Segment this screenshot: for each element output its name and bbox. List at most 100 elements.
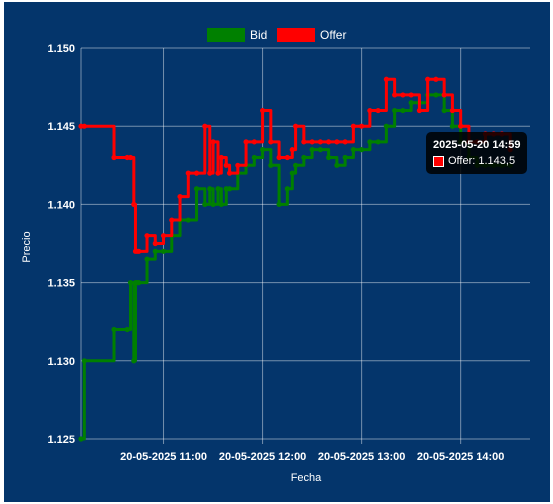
data-point-bid[interactable]: [193, 186, 200, 192]
data-point-offer[interactable]: [226, 170, 233, 176]
data-point-offer[interactable]: [416, 107, 423, 114]
data-point-bid[interactable]: [367, 139, 373, 145]
data-point-offer[interactable]: [301, 139, 307, 145]
data-point-bid[interactable]: [400, 107, 406, 114]
data-point-bid[interactable]: [408, 100, 414, 106]
data-point-offer[interactable]: [218, 154, 224, 161]
data-point-offer[interactable]: [317, 139, 323, 145]
data-point-bid[interactable]: [268, 162, 274, 168]
legend-item-bid[interactable]: Bid: [207, 28, 267, 42]
data-point-offer[interactable]: [449, 107, 456, 114]
data-point-bid[interactable]: [210, 201, 216, 207]
data-point-bid[interactable]: [276, 201, 282, 207]
data-point-bid[interactable]: [152, 248, 158, 254]
data-point-bid[interactable]: [342, 154, 348, 161]
data-point-offer[interactable]: [169, 217, 175, 223]
legend-item-offer[interactable]: Offer: [277, 28, 346, 42]
data-point-offer[interactable]: [193, 170, 200, 176]
data-point-bid[interactable]: [218, 201, 224, 207]
data-point-bid[interactable]: [449, 123, 456, 129]
data-point-offer[interactable]: [367, 107, 373, 114]
data-point-bid[interactable]: [131, 358, 137, 364]
data-point-offer[interactable]: [342, 139, 348, 145]
data-point-bid[interactable]: [392, 107, 398, 114]
data-tooltip: 2025-05-20 14:59 Offer: 1.143,5: [426, 132, 528, 174]
data-point-bid[interactable]: [251, 154, 257, 161]
data-point-offer[interactable]: [210, 139, 216, 145]
data-point-offer[interactable]: [433, 76, 439, 82]
data-point-offer[interactable]: [408, 92, 414, 98]
data-point-offer[interactable]: [392, 92, 398, 98]
data-point-offer[interactable]: [136, 248, 142, 254]
data-point-bid[interactable]: [127, 280, 134, 286]
data-point-bid[interactable]: [292, 162, 299, 168]
data-point-offer[interactable]: [334, 139, 340, 145]
data-point-offer[interactable]: [350, 123, 356, 129]
data-point-offer[interactable]: [268, 139, 274, 145]
data-point-offer[interactable]: [251, 139, 257, 145]
y-tick-label: 1.135: [47, 278, 75, 290]
data-point-bid[interactable]: [144, 256, 150, 262]
data-point-bid[interactable]: [375, 139, 381, 145]
y-tick-label: 1.125: [47, 434, 75, 446]
data-point-offer[interactable]: [458, 123, 464, 129]
data-point-offer[interactable]: [207, 170, 213, 176]
data-point-offer[interactable]: [425, 76, 431, 82]
data-point-offer[interactable]: [81, 123, 87, 129]
legend-swatch-bid: [207, 28, 245, 42]
data-point-bid[interactable]: [111, 326, 117, 333]
data-point-bid[interactable]: [136, 280, 142, 286]
data-point-bid[interactable]: [160, 248, 167, 254]
y-tick-label: 1.150: [47, 43, 75, 55]
data-point-bid[interactable]: [284, 186, 290, 192]
data-point-offer[interactable]: [177, 193, 183, 200]
data-point-offer[interactable]: [259, 107, 266, 114]
data-point-bid[interactable]: [226, 186, 233, 192]
data-point-bid[interactable]: [215, 186, 221, 192]
data-point-offer[interactable]: [441, 92, 447, 98]
data-point-offer[interactable]: [359, 123, 365, 129]
data-point-offer[interactable]: [309, 139, 315, 145]
data-point-offer[interactable]: [160, 233, 167, 239]
data-point-offer[interactable]: [375, 107, 381, 114]
data-point-bid[interactable]: [185, 217, 191, 223]
data-point-bid[interactable]: [334, 162, 340, 168]
data-point-bid[interactable]: [259, 147, 266, 153]
data-point-offer[interactable]: [127, 154, 134, 161]
data-point-offer[interactable]: [185, 170, 191, 176]
data-point-offer[interactable]: [243, 139, 249, 145]
data-point-bid[interactable]: [207, 186, 213, 192]
axes: 1.125 1.130 1.135 1.140 1.145 1.150 20-05-2025…: [47, 43, 504, 463]
data-point-offer[interactable]: [326, 139, 332, 145]
data-point-offer[interactable]: [235, 162, 241, 168]
data-point-offer[interactable]: [289, 147, 295, 153]
data-point-offer[interactable]: [144, 233, 150, 239]
data-point-bid[interactable]: [289, 170, 295, 176]
data-point-bid[interactable]: [317, 147, 323, 153]
y-tick-label: 1.140: [47, 199, 75, 211]
data-point-offer[interactable]: [152, 240, 158, 247]
data-point-offer[interactable]: [292, 123, 299, 129]
data-point-bid[interactable]: [350, 147, 356, 153]
data-point-bid[interactable]: [359, 147, 365, 153]
data-point-bid[interactable]: [441, 107, 447, 114]
data-point-bid[interactable]: [124, 326, 130, 333]
data-point-bid[interactable]: [383, 123, 389, 129]
x-axis-label: Fecha: [291, 472, 322, 484]
data-point-offer[interactable]: [223, 162, 229, 168]
data-point-bid[interactable]: [433, 92, 439, 98]
data-point-offer[interactable]: [202, 123, 208, 129]
data-point-offer[interactable]: [383, 76, 389, 82]
data-point-offer[interactable]: [215, 170, 221, 176]
data-point-bid[interactable]: [202, 201, 208, 207]
data-point-bid[interactable]: [78, 436, 84, 442]
data-point-bid[interactable]: [309, 147, 315, 153]
data-point-bid[interactable]: [81, 358, 87, 364]
data-point-offer[interactable]: [276, 154, 282, 161]
data-point-offer[interactable]: [284, 154, 290, 161]
data-point-bid[interactable]: [301, 154, 307, 161]
data-point-offer[interactable]: [111, 154, 117, 161]
data-point-bid[interactable]: [326, 154, 332, 161]
data-point-offer[interactable]: [131, 201, 137, 207]
data-point-offer[interactable]: [400, 92, 406, 98]
